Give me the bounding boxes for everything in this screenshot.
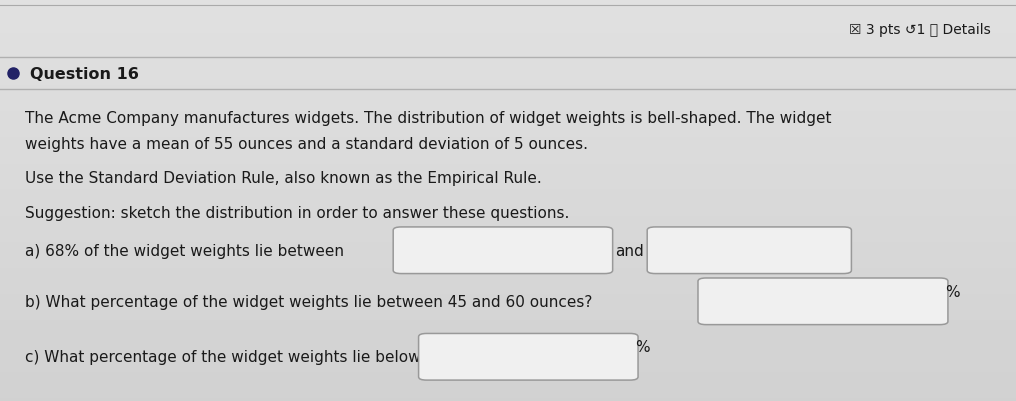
Text: Use the Standard Deviation Rule, also known as the Empirical Rule.: Use the Standard Deviation Rule, also kn… xyxy=(25,171,543,186)
FancyBboxPatch shape xyxy=(647,227,851,274)
FancyBboxPatch shape xyxy=(393,227,613,274)
Text: b) What percentage of the widget weights lie between 45 and 60 ounces?: b) What percentage of the widget weights… xyxy=(25,294,592,309)
FancyBboxPatch shape xyxy=(419,334,638,380)
Text: ☒ 3 pts ↺1 ⓘ Details: ☒ 3 pts ↺1 ⓘ Details xyxy=(848,23,991,37)
FancyBboxPatch shape xyxy=(698,278,948,325)
Text: a) 68% of the widget weights lie between: a) 68% of the widget weights lie between xyxy=(25,243,344,258)
Text: weights have a mean of 55 ounces and a standard deviation of 5 ounces.: weights have a mean of 55 ounces and a s… xyxy=(25,137,588,152)
Text: %: % xyxy=(945,284,959,299)
Text: and: and xyxy=(615,243,643,258)
Text: c) What percentage of the widget weights lie below 70 ?: c) What percentage of the widget weights… xyxy=(25,349,458,365)
Text: Suggestion: sketch the distribution in order to answer these questions.: Suggestion: sketch the distribution in o… xyxy=(25,206,570,221)
Text: %: % xyxy=(635,339,649,354)
Text: The Acme Company manufactures widgets. The distribution of widget weights is bel: The Acme Company manufactures widgets. T… xyxy=(25,111,832,126)
Text: Question 16: Question 16 xyxy=(30,67,139,82)
